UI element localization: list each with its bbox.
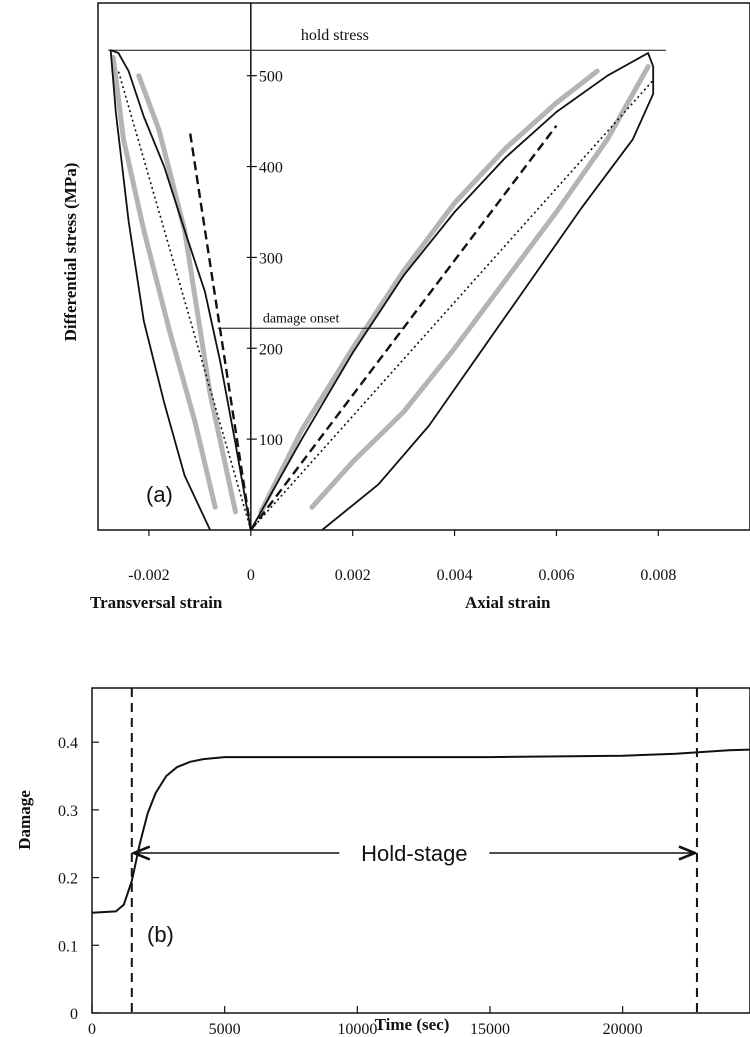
x-axis-title-axial: Axial strain [465, 593, 551, 612]
y-tick-label: 0.2 [58, 871, 78, 888]
series-line-measured-1 [250, 52, 655, 531]
x-ticks-a: -0.002 0 0.002 0.004 0.006 0.008 [128, 530, 676, 584]
x-axis-title-b: Time (sec) [375, 1015, 450, 1034]
panel-label-a: (a) [146, 482, 173, 507]
x-tick-label: 0 [247, 567, 255, 584]
series-line-dotted-9 [250, 79, 654, 531]
plot-frame-a [97, 2, 750, 531]
y-tick-label: 0.3 [58, 803, 78, 820]
y-tick-label: 100 [259, 432, 283, 449]
panel-label-b: (b) [147, 922, 174, 947]
x-tick-label: -0.002 [128, 567, 169, 584]
x-tick-label: 0.006 [538, 567, 574, 584]
hold-stage-boundaries [130, 688, 698, 1013]
y-tick-label: 0.4 [58, 735, 78, 752]
y-tick-label: 500 [259, 69, 283, 86]
y-axis-title-a: Differential stress (MPa) [61, 163, 80, 342]
x-tick-label: 0 [88, 1021, 96, 1037]
hold-stage-label: Hold-stage [361, 841, 467, 866]
chart-panel-b: 0 0.1 0.2 0.3 0.4 0 5000 10000 15000 20000 Hold-… [15, 687, 750, 1037]
y-ticks-b: 0 0.1 0.2 0.3 0.4 [58, 735, 99, 1023]
x-tick-label: 10000 [337, 1021, 377, 1037]
y-tick-label: 200 [259, 341, 283, 358]
y-tick-label: 0.1 [58, 938, 78, 955]
y-ticks-a: 100 200 300 400 500 [246, 69, 283, 449]
x-tick-label: 0.008 [640, 567, 676, 584]
x-tick-label: 0.002 [335, 567, 371, 584]
x-tick-label: 20000 [603, 1021, 643, 1037]
series-group-b [91, 748, 750, 914]
x-axis-title-transversal: Transversal strain [90, 593, 223, 612]
x-ticks-b: 0 5000 10000 15000 20000 [88, 1006, 643, 1037]
chart-panel-a: 100 200 300 400 500 -0.002 0 0.002 0.004 0.006 0.… [61, 2, 750, 612]
series-group-a [109, 49, 655, 531]
damage-curve [91, 748, 750, 914]
hold-stress-label: hold stress [301, 27, 369, 44]
damage-onset-label: damage onset [263, 311, 340, 326]
x-tick-label: 15000 [470, 1021, 510, 1037]
y-tick-label: 0 [70, 1006, 78, 1023]
series-line-dotted-8 [117, 70, 252, 531]
series-line-measured-0 [109, 49, 252, 531]
x-tick-label: 0.004 [437, 567, 473, 584]
series-line-model-3 [309, 64, 651, 510]
plot-frame-b [91, 687, 750, 1014]
series-line-model-2 [110, 55, 218, 510]
y-tick-label: 400 [259, 160, 283, 177]
x-tick-label: 5000 [209, 1021, 241, 1037]
y-tick-label: 300 [259, 250, 283, 267]
y-axis-title-b: Damage [15, 790, 34, 850]
series-line-model-5 [258, 68, 600, 515]
series-line-dashed-6 [188, 130, 252, 531]
